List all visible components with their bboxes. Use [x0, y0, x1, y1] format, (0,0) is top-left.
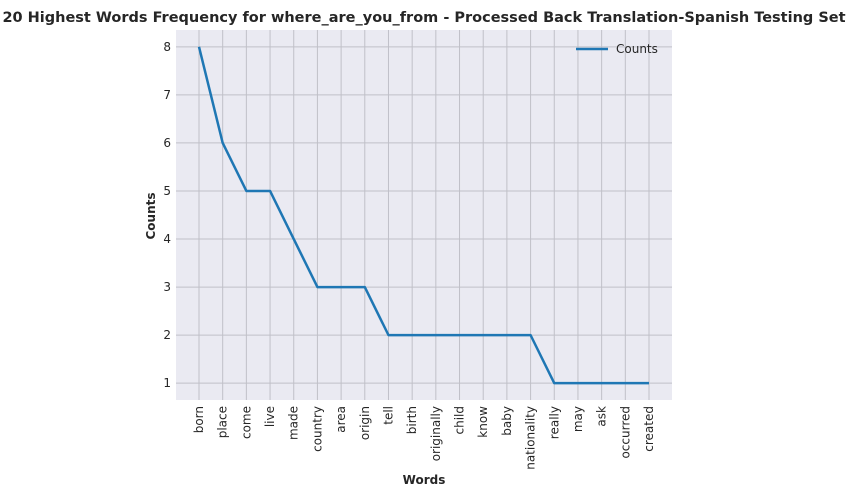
x-tick-label: nationality	[524, 406, 538, 470]
x-tick-label: birth	[405, 406, 419, 434]
x-tick-label: occurred	[618, 406, 632, 459]
x-tick-label: live	[263, 406, 277, 427]
x-tick-labels: born place come live made country area origin te…	[192, 406, 656, 470]
y-tick-label: 1	[163, 376, 171, 390]
chart-title: 20 Highest Words Frequency for where_are…	[2, 10, 845, 26]
x-tick-label: ask	[595, 406, 609, 427]
x-tick-label: may	[571, 406, 585, 432]
y-tick-label: 8	[163, 40, 171, 54]
y-tick-label: 7	[163, 88, 171, 102]
series-lines	[197, 46, 649, 385]
x-tick-label: created	[642, 406, 656, 452]
y-tick-labels: 1 2 3 4 5 6 7 8	[163, 40, 171, 390]
x-tick-label: really	[547, 406, 561, 439]
y-tick-label: 3	[163, 280, 171, 294]
y-tick-label: 2	[163, 328, 171, 342]
y-tick-label: 4	[163, 232, 171, 246]
x-tick-label: child	[453, 406, 467, 435]
legend: Counts	[576, 42, 658, 56]
x-tick-label: place	[216, 406, 230, 438]
x-tick-label: born	[192, 406, 206, 433]
y-axis-label: Counts	[144, 192, 158, 239]
x-axis-label: Words	[403, 473, 446, 487]
x-tick-label: made	[287, 406, 301, 440]
x-tick-label: know	[476, 406, 490, 438]
x-tick-label: area	[334, 406, 348, 433]
legend-label-counts: Counts	[616, 42, 658, 56]
x-tick-label: origin	[358, 406, 372, 440]
plot-area	[176, 30, 672, 400]
y-tick-label: 6	[163, 136, 171, 150]
x-tick-label: originally	[429, 406, 443, 461]
x-tick-label: tell	[381, 406, 395, 425]
x-tick-label: come	[239, 406, 253, 439]
x-gridlines	[198, 30, 650, 400]
y-tick-label: 5	[163, 184, 171, 198]
x-tick-label: country	[310, 406, 324, 452]
series-line-counts	[197, 46, 649, 385]
x-tick-label: baby	[500, 406, 514, 436]
